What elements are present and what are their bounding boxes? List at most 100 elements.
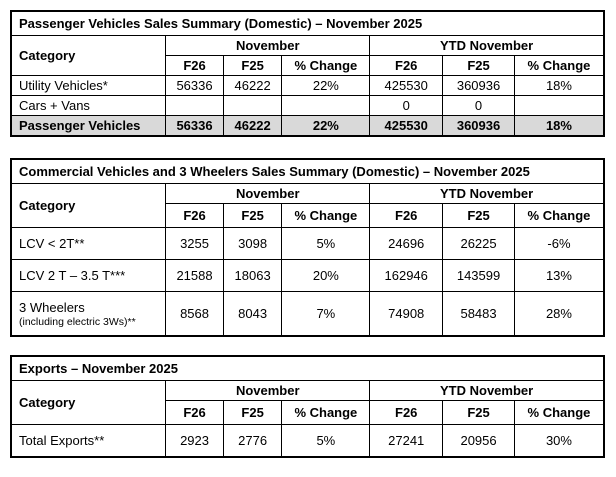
table-title: Commercial Vehicles and 3 Wheelers Sales… [10,158,605,184]
value-cell: 5% [281,424,371,458]
value-cell: 425530 [369,75,444,96]
group-header-row: Category November YTD November [10,183,605,228]
value-cell [281,95,371,116]
category-cell: LCV 2 T – 3.5 T*** [10,259,167,292]
november-f26-header: F26 [165,400,224,425]
category-header: Category [10,380,167,425]
category-subtext: (including electric 3Ws)** [19,316,136,328]
november-pct-change-header: % Change [281,55,371,76]
table-title-text: Exports – November 2025 [19,361,178,376]
ytd-november-group-header: YTD November [369,183,605,204]
november-group-header: November [165,380,371,401]
value-cell: 162946 [369,259,444,292]
value-cell: 58483 [442,291,515,337]
november-f26-header: F26 [165,55,224,76]
sub-header-row: F26 F25 % Change F26 F25 % Change [11,55,605,76]
category-header: Category [10,183,167,228]
value-cell: 18% [513,75,605,96]
ytd-f26-header: F26 [369,400,444,425]
value-cell: 56336 [165,75,224,96]
value-cell: 18063 [222,259,283,292]
category-cell: Total Exports** [10,424,167,458]
value-cell: 360936 [442,115,515,137]
value-cell: 56336 [165,115,224,137]
value-cell: 2923 [165,424,224,458]
ytd-f25-header: F25 [442,55,515,76]
table-title-text: Passenger Vehicles Sales Summary (Domest… [19,16,423,31]
value-cell: 21588 [165,259,224,292]
table-row: Cars + Vans 0 0 [10,95,605,116]
value-cell: 13% [513,259,605,292]
value-cell: 46222 [222,75,283,96]
table-title-row: Commercial Vehicles and 3 Wheelers Sales… [10,158,605,184]
value-cell: 7% [281,291,371,337]
commercial-vehicles-3-wheelers-sales-table: Commercial Vehicles and 3 Wheelers Sales… [10,158,605,337]
passenger-vehicles-sales-table: Passenger Vehicles Sales Summary (Domest… [10,10,605,137]
ytd-f26-header: F26 [369,55,444,76]
ytd-november-group-header: YTD November [369,380,605,401]
value-cell [513,95,605,116]
category-header: Category [10,35,167,76]
ytd-november-group-header: YTD November [369,35,605,56]
november-f25-header: F25 [222,400,283,425]
november-group-header: November [165,183,371,204]
november-pct-change-header: % Change [281,400,371,425]
value-cell: 8043 [222,291,283,337]
value-cell: 143599 [442,259,515,292]
value-cell: 2776 [222,424,283,458]
table-title-row: Exports – November 2025 [10,355,605,381]
ytd-pct-change-header: % Change [513,400,605,425]
value-cell: 0 [442,95,515,116]
table-title: Exports – November 2025 [10,355,605,381]
value-cell: 3255 [165,227,224,260]
table-title: Passenger Vehicles Sales Summary (Domest… [10,10,605,36]
group-header-row: Category November YTD November [10,35,605,76]
table-title-text: Commercial Vehicles and 3 Wheelers Sales… [19,164,530,179]
ytd-pct-change-header: % Change [513,203,605,228]
november-pct-change-header: % Change [281,203,371,228]
november-f26-header: F26 [165,203,224,228]
value-cell: 20956 [442,424,515,458]
category-cell: LCV < 2T** [10,227,167,260]
value-cell: 26225 [442,227,515,260]
november-f25-header: F25 [222,55,283,76]
value-cell: 425530 [369,115,444,137]
value-cell: 20% [281,259,371,292]
table-row: LCV 2 T – 3.5 T*** 21588 18063 20% 162946 143… [10,259,605,292]
ytd-f26-header: F26 [369,203,444,228]
value-cell: 0 [369,95,444,116]
value-cell: 18% [513,115,605,137]
value-cell: 24696 [369,227,444,260]
value-cell [165,95,224,116]
ytd-f25-header: F25 [442,203,515,228]
category-cell: Utility Vehicles* [10,75,167,96]
ytd-pct-change-header: % Change [513,55,605,76]
value-cell: 28% [513,291,605,337]
value-cell: 3098 [222,227,283,260]
category-cell: Passenger Vehicles [10,115,167,137]
value-cell: 46222 [222,115,283,137]
category-cell: Cars + Vans [10,95,167,116]
table-row: LCV < 2T** 3255 3098 5% 24696 26225 -6% [10,227,605,260]
november-f25-header: F25 [222,203,283,228]
table-row: Utility Vehicles* 56336 46222 22% 425530 3609… [10,75,605,96]
value-cell: 30% [513,424,605,458]
november-group-header: November [165,35,371,56]
value-cell: 27241 [369,424,444,458]
category-cell: 3 Wheelers (including electric 3Ws)** [10,291,167,337]
ytd-f25-header: F25 [442,400,515,425]
value-cell: 8568 [165,291,224,337]
exports-sales-table: Exports – November 2025 Category Novembe… [10,355,605,458]
value-cell: 5% [281,227,371,260]
table-row: Total Exports** 2923 2776 5% 27241 20956 30% [10,424,605,458]
value-cell: -6% [513,227,605,260]
value-cell: 360936 [442,75,515,96]
group-header-row: Category November YTD November [10,380,605,425]
value-cell [222,95,283,116]
value-cell: 74908 [369,291,444,337]
value-cell: 22% [281,115,371,137]
sub-header-row: F26 F25 % Change F26 F25 % Change [11,400,605,425]
table-title-row: Passenger Vehicles Sales Summary (Domest… [10,10,605,36]
table-row: 3 Wheelers (including electric 3Ws)** 8568… [10,291,605,337]
